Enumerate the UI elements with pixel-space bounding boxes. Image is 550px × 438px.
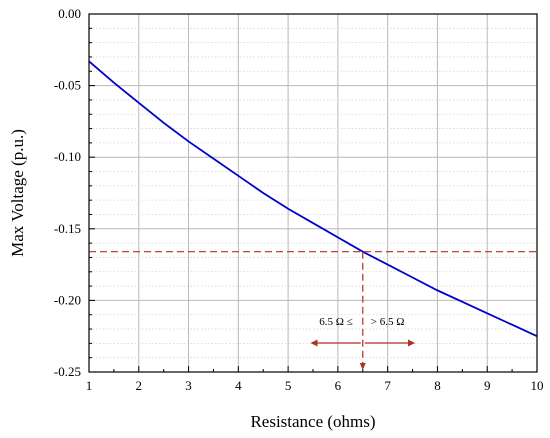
threshold-down-arrowhead [359,363,366,370]
left-region-label: 6.5 Ω ≤ [319,316,352,328]
x-axis-title: Resistance (ohms) [250,412,375,431]
y-tick-label: -0.10 [54,149,81,164]
grid [89,14,537,372]
plot-background [89,14,537,372]
voltage-curve [88,60,538,338]
y-tick-label: -0.20 [54,292,81,307]
x-tick-label: 4 [235,378,242,393]
y-axis-title: Max Voltage (p.u.) [8,129,27,257]
y-tick-label: 0.00 [58,6,81,21]
y-tick-label: -0.15 [54,221,81,236]
axes: 1 2 3 4 5 6 7 8 9 10 0.00 -0.05 -0.10 -0.15 -0.20 -0.25 [54,6,544,393]
right-region-label: > 6.5 Ω [371,316,405,328]
y-tick-label: -0.25 [54,364,81,379]
x-tick-label: 2 [136,378,143,393]
x-tick-label: 8 [434,378,441,393]
x-tick-label: 3 [185,378,192,393]
series-group [88,60,538,338]
left-arrowhead [310,339,318,347]
x-tick-label: 9 [484,378,491,393]
y-tick-label: -0.05 [54,78,81,93]
x-tick-label: 5 [285,378,292,393]
threshold-annotations: 6.5 Ω ≤ > 6.5 Ω [89,251,537,370]
x-tick-label: 7 [384,378,391,393]
x-tick-label: 10 [531,378,544,393]
right-arrowhead [408,339,416,347]
x-tick-label: 1 [86,378,93,393]
x-tick-label: 6 [335,378,342,393]
